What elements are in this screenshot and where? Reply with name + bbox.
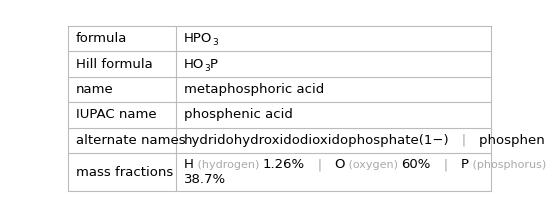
Text: HPO: HPO — [184, 32, 212, 45]
Text: (hydrogen): (hydrogen) — [194, 160, 263, 170]
Text: 3: 3 — [212, 38, 218, 47]
Text: P: P — [210, 57, 218, 71]
Text: (phosphorus): (phosphorus) — [469, 160, 546, 170]
Text: hydridohydroxidodioxidophosphate(1−): hydridohydroxidodioxidophosphate(1−) — [184, 134, 449, 147]
Text: phosphenic acid: phosphenic acid — [184, 108, 293, 121]
Text: (oxygen): (oxygen) — [345, 160, 401, 170]
Text: name: name — [76, 83, 114, 96]
Text: |: | — [305, 158, 335, 171]
Text: 38.7%: 38.7% — [184, 173, 226, 186]
Text: formula: formula — [76, 32, 127, 45]
Text: 1.26%: 1.26% — [263, 158, 305, 171]
Text: H: H — [184, 158, 194, 171]
Text: 3: 3 — [204, 64, 210, 73]
Text: IUPAC name: IUPAC name — [76, 108, 157, 121]
Text: HO: HO — [184, 57, 204, 71]
Text: phosphenic acid: phosphenic acid — [479, 134, 546, 147]
Text: mass fractions: mass fractions — [76, 166, 173, 179]
Text: metaphosphoric acid: metaphosphoric acid — [184, 83, 324, 96]
Text: |: | — [431, 158, 461, 171]
Text: |: | — [449, 134, 479, 147]
Text: Hill formula: Hill formula — [76, 57, 153, 71]
Text: 60%: 60% — [401, 158, 431, 171]
Text: O: O — [335, 158, 345, 171]
Text: alternate names: alternate names — [76, 134, 186, 147]
Text: P: P — [461, 158, 469, 171]
